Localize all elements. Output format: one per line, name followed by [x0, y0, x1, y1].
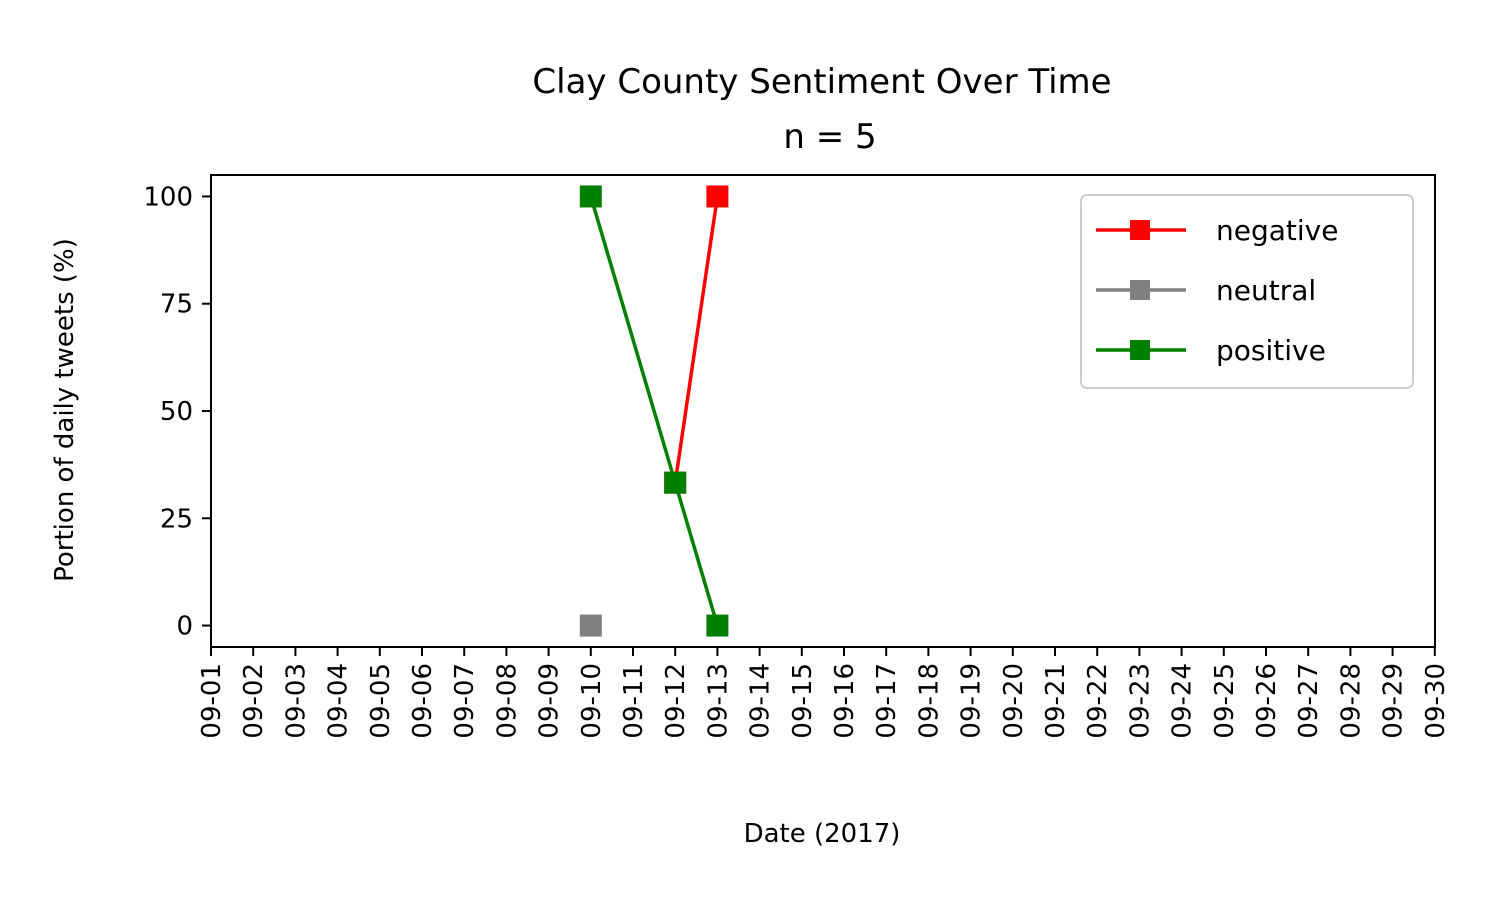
x-tick-label: 09-17	[872, 663, 902, 739]
legend-marker-negative	[1130, 220, 1150, 240]
legend-label-negative: negative	[1216, 214, 1338, 247]
legend-marker-neutral	[1130, 280, 1150, 300]
series-line-negative	[673, 196, 720, 483]
x-tick-label: 09-22	[1083, 663, 1113, 739]
x-tick-label: 09-02	[239, 663, 269, 739]
x-tick-label: 09-14	[746, 663, 776, 739]
x-tick-label: 09-13	[703, 663, 733, 739]
x-tick-label: 09-06	[408, 663, 438, 739]
legend-label-positive: positive	[1216, 334, 1326, 367]
x-tick-label: 09-01	[197, 663, 227, 739]
axes-frame	[210, 174, 1436, 648]
x-tick-label: 09-15	[788, 663, 818, 739]
y-tick-label: 25	[160, 504, 193, 534]
x-tick-label: 09-26	[1252, 663, 1282, 739]
y-tick-label: 75	[160, 290, 193, 320]
x-tick-label: 09-25	[1210, 663, 1240, 739]
x-tick-label: 09-08	[492, 663, 522, 739]
data-point-positive	[706, 614, 729, 637]
x-tick-label: 09-24	[1168, 663, 1198, 739]
plot-area: 0 25 50 75 100 09-01 09-02 09-03 09-04 09-05 09-06…	[143, 174, 1451, 739]
y-tick-label: 0	[176, 612, 193, 642]
x-tick-label: 09-19	[957, 663, 987, 739]
x-axis-label: Date (2017)	[744, 819, 901, 849]
x-tick-label: 09-07	[450, 663, 480, 739]
x-tick-label: 09-11	[619, 663, 649, 739]
y-tick-label: 50	[160, 397, 193, 427]
legend-box	[1080, 194, 1414, 389]
x-tick-label: 09-16	[830, 663, 860, 739]
data-point-positive	[579, 185, 602, 208]
y-axis-label: Portion of daily tweets (%)	[50, 238, 80, 582]
x-tick-label: 09-10	[577, 663, 607, 739]
x-tick-label: 09-04	[324, 663, 354, 739]
chart-title: Clay County Sentiment Over Time	[532, 62, 1111, 102]
x-tick-label: 09-21	[1041, 663, 1071, 739]
data-point-negative	[706, 185, 729, 208]
x-tick-label: 09-03	[281, 663, 311, 739]
x-tick-label: 09-18	[914, 663, 944, 739]
y-tick-label: 100	[143, 182, 193, 212]
legend-marker-positive	[1130, 340, 1150, 360]
x-tick-label: 09-09	[535, 663, 565, 739]
legend: negative neutral positive	[1080, 194, 1414, 389]
x-tick-label: 09-27	[1294, 663, 1324, 739]
x-tick-label: 09-05	[366, 663, 396, 739]
x-tick-label: 09-29	[1379, 663, 1409, 739]
x-tick-label: 09-12	[661, 663, 691, 739]
legend-label-neutral: neutral	[1216, 274, 1316, 307]
chart-subtitle: n = 5	[783, 117, 876, 157]
x-tick-label: 09-28	[1336, 663, 1366, 739]
x-tick-label: 09-30	[1421, 663, 1451, 739]
data-point-positive	[664, 471, 687, 494]
series-line-positive	[589, 195, 720, 627]
x-tick-label: 09-23	[1125, 663, 1155, 739]
data-point-neutral	[579, 614, 602, 637]
x-tick-label: 09-20	[999, 663, 1029, 739]
